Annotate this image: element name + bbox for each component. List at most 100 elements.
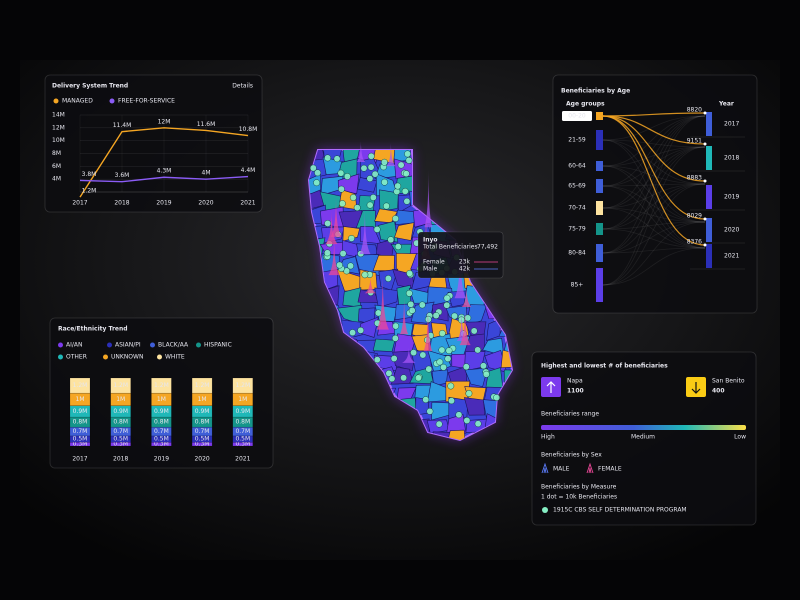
beneficiary-dot [361,271,369,279]
age-label: 75-79 [568,226,586,233]
beneficiary-dot [464,314,472,322]
beneficiary-dot [410,349,418,357]
value-label: 4.3M [157,168,172,175]
value-label: 0.8M [73,419,88,426]
legend-label: ASIAN/PI [115,342,141,349]
x-tick-label: 2021 [240,200,255,207]
beneficiary-dot [323,249,331,257]
tooltip-label: Total Beneficiaries [422,244,478,251]
beneficiary-dot [348,234,355,242]
value-label: 0.3M [113,441,128,448]
value-label: 1M [76,396,85,403]
value-label: 0.5M [113,436,128,443]
flow-faint [602,165,706,185]
spike [364,275,377,294]
value-label: 1.2M [113,382,128,389]
legend-swatch [109,98,115,104]
value-label: 0.5M [73,436,88,443]
county [464,367,489,388]
beneficiary-dot [403,197,411,205]
flow [602,115,706,182]
x-tick-label: 2020 [198,200,213,207]
flow-end [703,243,707,247]
measure-note: 1 dot = 10k Beneficiaries [541,494,617,501]
line [79,127,249,198]
beneficiary-dot [369,194,377,201]
county-name: San Benito [712,378,745,385]
legend-label: AI/AN [66,342,83,349]
beneficiary-dot [394,243,402,251]
beneficiary-dot [418,301,426,309]
beneficiary-dot [381,178,388,186]
value-label: 0.9M [195,408,210,415]
spike [376,272,389,330]
value-label: 4M [202,170,211,177]
tooltip-value: 77,492 [477,244,498,251]
county-value: 400 [712,388,725,395]
value-label: 0.7M [235,428,250,435]
flow-faint [602,221,706,254]
beneficiary-dot [392,322,400,330]
flow [602,112,706,117]
spike [386,143,396,167]
beneficiary-dot [373,225,381,233]
age-highlight [562,111,592,121]
legend-label: BLACK/AA [158,342,189,349]
flow-faint [602,183,706,209]
section-title: Beneficiaries range [541,411,599,418]
county [394,222,415,241]
x-tick-label: 2017 [72,200,87,207]
up-arrow [546,381,556,393]
spike [328,237,340,276]
legend-label: MALE [553,466,570,473]
range-label: Medium [631,434,655,441]
y-tick-label: 14M [52,112,65,119]
beneficiary-dot [432,312,440,320]
beneficiary-dot [414,374,422,382]
flow-faint [602,139,706,185]
tooltip-row-label: Male [423,266,438,273]
age-block [596,130,603,150]
bar-segment [151,377,172,394]
value-label: 0.8M [195,419,210,426]
value-label: 1.2M [195,382,210,389]
line [79,175,249,183]
flow-faint [602,115,706,167]
value-label: 0.9M [73,408,88,415]
beneficiary-dot [426,407,434,415]
value-label: 0.7M [154,428,169,435]
flow-faint [602,139,706,148]
value-label: 1.2M [235,382,250,389]
y-tick-label: 4M [52,176,61,183]
flow [602,115,706,145]
measure-dot [542,507,548,513]
age-label: 80-84 [568,250,586,257]
value-label: 1M [157,396,166,403]
value-label: 1M [198,396,207,403]
value-label: 0.5M [195,436,210,443]
spike [400,294,409,335]
flow-faint [602,146,706,254]
age-block [596,244,603,262]
beneficiary-dot [462,363,470,371]
legend-label: HISPANIC [204,342,232,349]
legend-label: FEMALE [598,466,622,473]
spike [459,305,471,346]
flow-faint [602,139,706,223]
year-label: 2019 [724,194,739,201]
county-name: Napa [567,378,583,385]
legend-label: WHITE [165,354,185,361]
tooltip-row-value: 42k [459,266,471,273]
county [377,220,399,243]
beneficiary-dot [349,329,357,337]
beneficiary-dot [419,351,427,359]
details-link[interactable]: Details [232,83,253,90]
value-label: 1.2M [154,382,169,389]
flow-end [703,179,707,183]
age-label: 60-64 [568,163,586,170]
beneficiary-dot [373,356,381,364]
beneficiary-dot [371,170,379,178]
value-label: 12M [158,118,171,125]
bar-segment [191,377,213,394]
